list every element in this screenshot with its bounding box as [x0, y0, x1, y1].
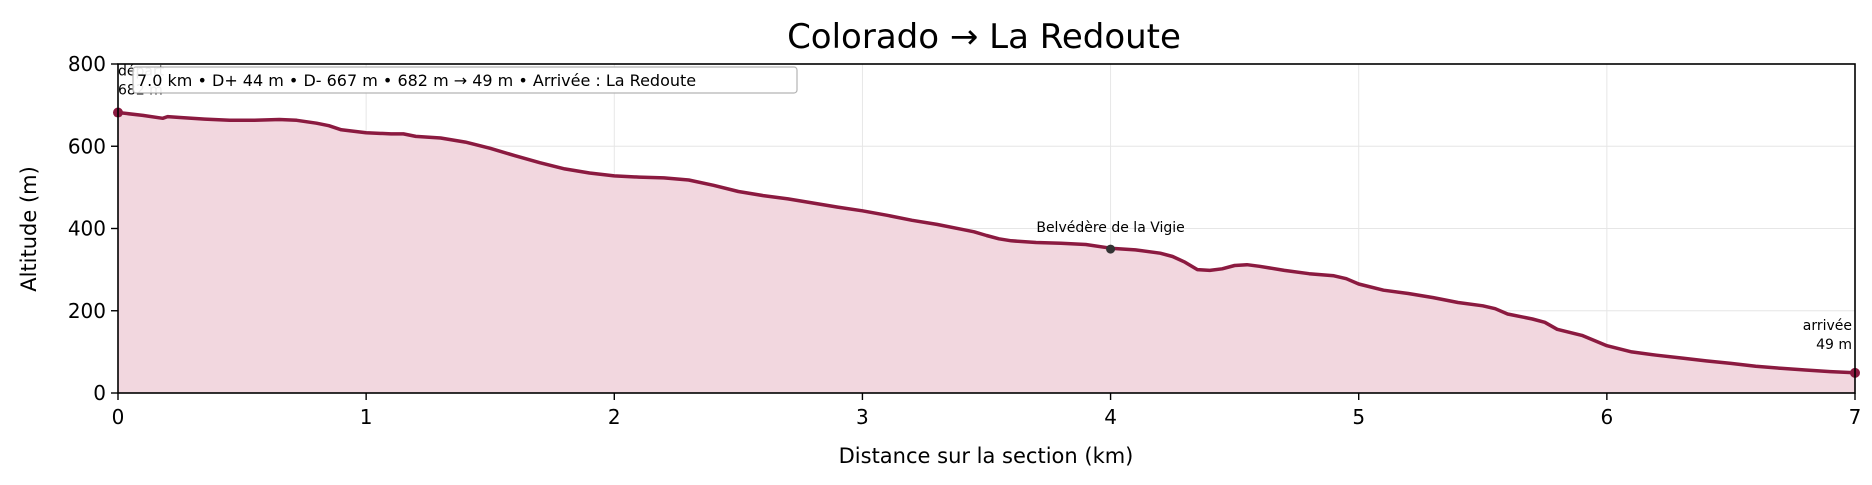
- x-tick-label: 7: [1849, 405, 1862, 429]
- x-tick-label: 5: [1352, 405, 1365, 429]
- y-tick-label: 800: [68, 52, 106, 76]
- y-axis-label: Altitude (m): [17, 166, 41, 292]
- y-tick-label: 600: [68, 134, 106, 158]
- waypoint-label: Belvédère de la Vigie: [1036, 220, 1184, 236]
- end-value-label: 49 m: [1816, 337, 1852, 353]
- info-box-text: 7.0 km • D+ 44 m • D- 667 m • 682 m → 49…: [137, 71, 696, 90]
- end-label: arrivée: [1803, 318, 1852, 334]
- info-box: 7.0 km • D+ 44 m • D- 667 m • 682 m → 49…: [132, 66, 798, 94]
- waypoint-marker: [1106, 244, 1116, 254]
- elevation-area: [118, 112, 1855, 393]
- y-tick-label: 0: [93, 381, 106, 405]
- elevation-line: [117, 110, 1856, 375]
- x-tick-label: 4: [1104, 405, 1117, 429]
- x-tick-label: 3: [856, 405, 869, 429]
- x-axis-label: Distance sur la section (km): [839, 444, 1134, 468]
- y-axis: 0 200 400 600 800: [68, 52, 118, 405]
- y-tick-label: 400: [68, 217, 106, 241]
- x-tick-label: 1: [360, 405, 373, 429]
- chart-title: Colorado → La Redoute: [787, 17, 1181, 57]
- x-tick-label: 0: [112, 405, 125, 429]
- y-tick-label: 200: [68, 299, 106, 323]
- x-tick-label: 2: [608, 405, 621, 429]
- x-tick-label: 6: [1600, 405, 1613, 429]
- x-axis: 0 1 2 3 4 5 6 7: [112, 393, 1862, 429]
